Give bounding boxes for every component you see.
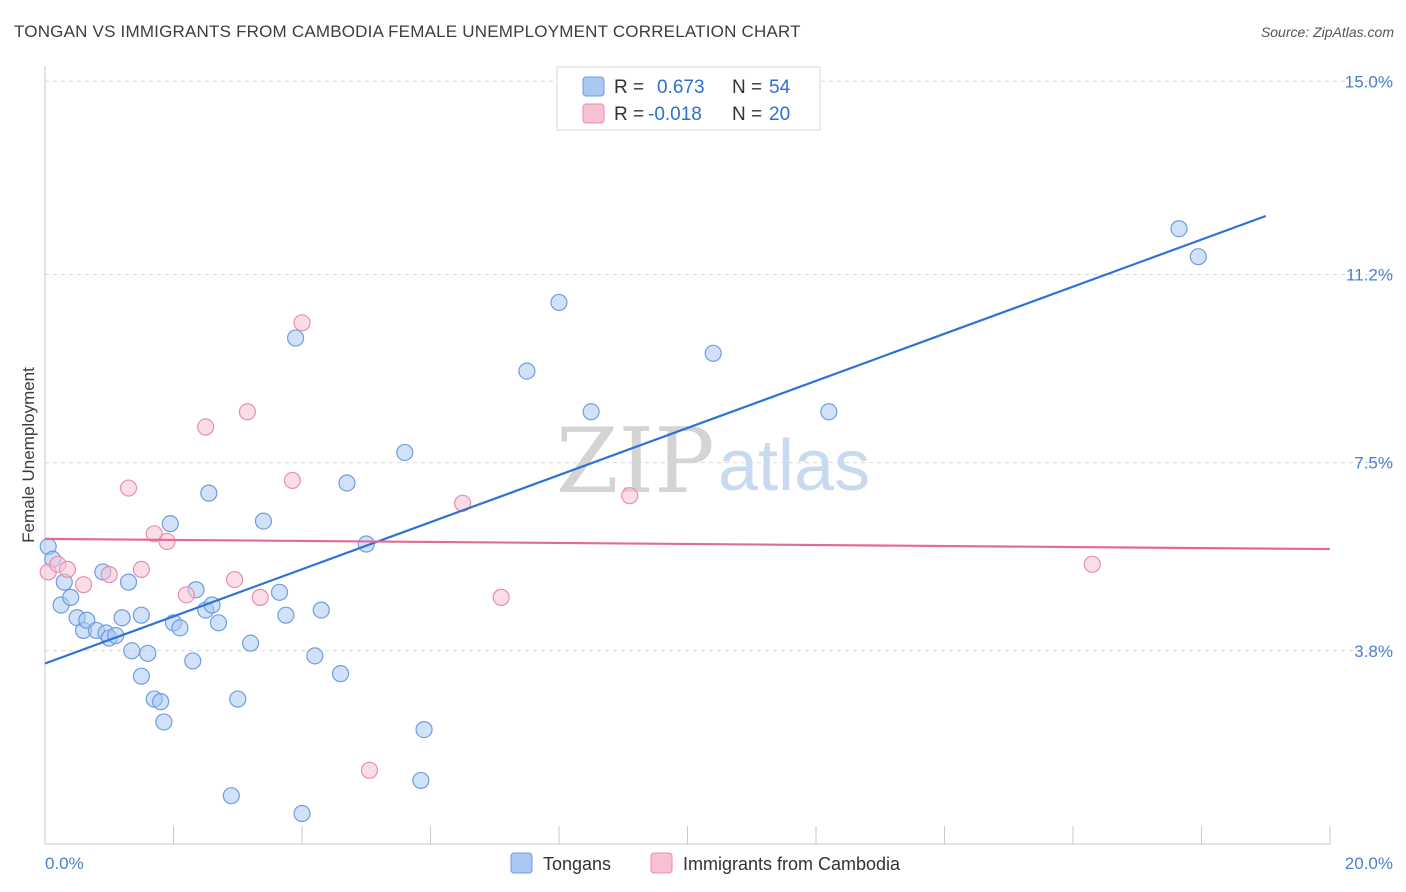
- data-point-tongans-4: [62, 588, 80, 606]
- legend-swatch-pink: [582, 103, 605, 124]
- data-point-tongans-22: [161, 515, 179, 533]
- y-tick-label-3: 15.0%: [1345, 72, 1393, 91]
- legend-n-value-1: 54: [769, 77, 791, 98]
- trend-line-tongans: [44, 214, 1267, 665]
- series-legend: Tongans Immigrants from Cambodia: [510, 852, 901, 874]
- source-label: Source: ZipAtlas.com: [1260, 24, 1394, 40]
- trend-line-cambodia: [44, 537, 1331, 551]
- data-point-tongans-24: [171, 619, 189, 637]
- bottom-legend-tongans: Tongans: [543, 854, 611, 874]
- series-tongans-points: [39, 220, 1207, 823]
- data-point-cambodia-4: [100, 565, 118, 584]
- data-point-tongans-21: [155, 713, 173, 731]
- bottom-legend-cambodia: Immigrants from Cambodia: [683, 854, 901, 874]
- data-point-cambodia-15: [293, 314, 311, 332]
- data-point-tongans-13: [113, 609, 131, 627]
- data-point-tongans-30: [209, 614, 228, 632]
- data-point-cambodia-18: [492, 588, 510, 606]
- data-point-tongans-47: [518, 362, 536, 380]
- data-point-cambodia-20: [1083, 555, 1101, 573]
- data-point-tongans-51: [820, 403, 838, 421]
- data-point-tongans-33: [242, 634, 260, 652]
- x-tick-label-min: 0.0%: [45, 854, 84, 873]
- data-point-tongans-52: [1170, 220, 1188, 238]
- watermark-atlas: atlas: [718, 426, 870, 506]
- data-point-tongans-34: [254, 512, 273, 530]
- y-axis-label: Female Unemployment: [19, 367, 38, 543]
- series-cambodia-points: [39, 314, 1101, 779]
- data-point-tongans-25: [184, 652, 202, 670]
- data-point-cambodia-6: [132, 560, 150, 579]
- x-tick-label-max: 20.0%: [1345, 854, 1393, 873]
- data-point-tongans-38: [293, 804, 311, 823]
- grid-lines: [45, 80, 1395, 652]
- trend-lines: [44, 214, 1331, 665]
- legend-r-label-2: R =: [614, 104, 644, 125]
- legend-n-label-2: N =: [732, 104, 762, 125]
- data-point-tongans-18: [139, 644, 157, 662]
- data-point-tongans-16: [132, 667, 150, 685]
- legend-n-value-2: 20: [769, 104, 790, 125]
- data-point-tongans-49: [582, 403, 600, 421]
- data-point-cambodia-2: [58, 560, 77, 579]
- correlation-legend: R = 0.673 N = 54 R = -0.018 N = 20: [556, 66, 821, 131]
- bottom-legend-swatch-tongans: [510, 852, 533, 874]
- chart-title: TONGAN VS IMMIGRANTS FROM CAMBODIA FEMAL…: [14, 22, 801, 41]
- data-point-tongans-14: [119, 573, 138, 591]
- data-point-tongans-42: [338, 474, 356, 492]
- data-point-cambodia-8: [158, 532, 176, 551]
- data-point-tongans-17: [132, 606, 150, 624]
- legend-swatch-blue: [582, 76, 605, 97]
- data-point-cambodia-13: [251, 588, 269, 606]
- data-point-tongans-53: [1189, 248, 1207, 266]
- legend-n-label-1: N =: [732, 77, 762, 98]
- data-point-cambodia-16: [360, 761, 379, 779]
- data-point-cambodia-10: [197, 418, 215, 436]
- y-tick-label-2: 11.2%: [1346, 265, 1393, 284]
- legend-r-value-1: 0.673: [657, 77, 705, 98]
- data-point-cambodia-5: [119, 479, 138, 497]
- data-point-tongans-35: [270, 583, 289, 601]
- legend-r-value-2: -0.018: [648, 104, 702, 125]
- x-tick-marks: [44, 826, 1331, 844]
- data-point-tongans-31: [222, 787, 240, 805]
- data-point-tongans-15: [123, 642, 141, 660]
- legend-r-label-1: R =: [614, 77, 644, 98]
- bottom-legend-swatch-cambodia: [650, 852, 673, 874]
- data-point-tongans-36: [277, 606, 295, 624]
- y-tick-label-0: 3.8%: [1354, 642, 1393, 661]
- data-point-cambodia-9: [177, 586, 195, 604]
- data-point-tongans-37: [286, 329, 305, 347]
- data-point-tongans-50: [704, 344, 722, 362]
- data-point-cambodia-14: [283, 471, 301, 490]
- y-tick-labels: 3.8% 7.5% 11.2% 15.0%: [1345, 72, 1393, 661]
- data-point-tongans-48: [550, 293, 568, 312]
- data-point-tongans-32: [229, 690, 247, 708]
- data-point-tongans-41: [331, 665, 350, 683]
- data-point-tongans-39: [306, 647, 324, 665]
- y-tick-label-1: 7.5%: [1354, 454, 1393, 473]
- data-point-tongans-28: [200, 484, 218, 502]
- data-point-tongans-45: [412, 771, 430, 790]
- data-point-tongans-40: [312, 601, 330, 619]
- data-point-cambodia-19: [621, 487, 639, 505]
- data-point-tongans-20: [152, 693, 170, 711]
- data-point-tongans-44: [396, 443, 414, 462]
- data-point-cambodia-7: [145, 525, 163, 543]
- data-point-cambodia-11: [225, 570, 244, 589]
- data-point-cambodia-3: [74, 576, 93, 594]
- data-point-cambodia-12: [238, 403, 256, 421]
- data-point-tongans-46: [415, 720, 433, 739]
